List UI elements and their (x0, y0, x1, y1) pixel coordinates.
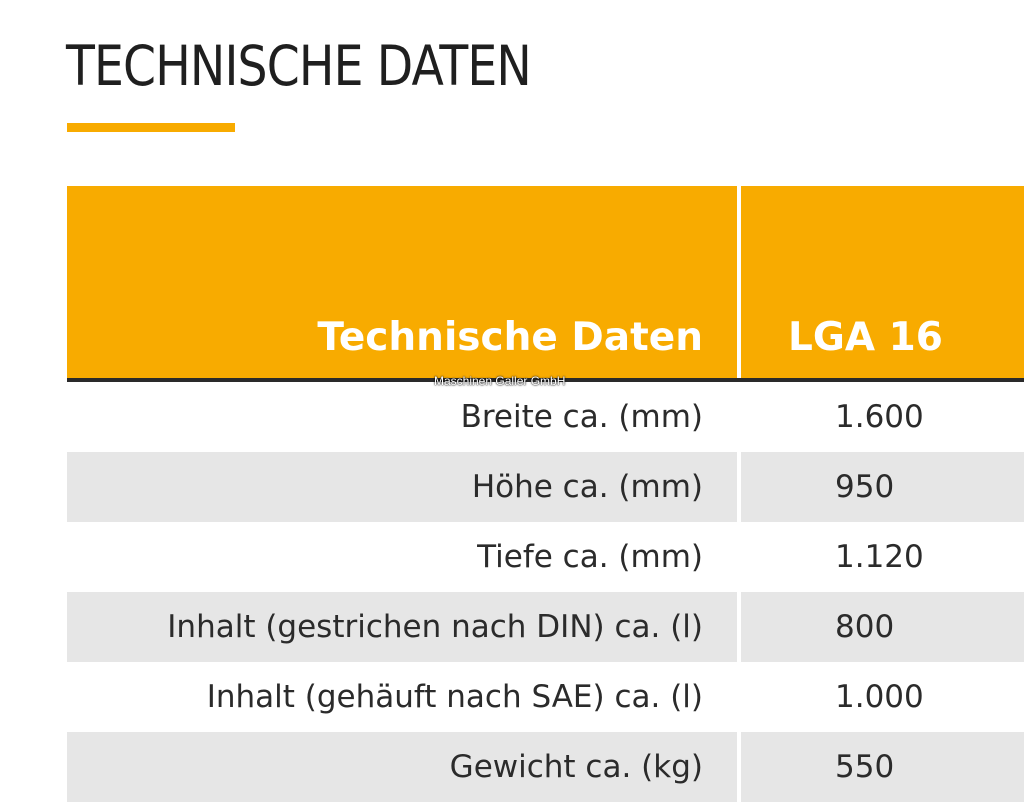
spec-value: 800 (741, 592, 1024, 662)
header-model: LGA 16 (741, 186, 1024, 378)
spec-label: Höhe ca. (mm) (67, 452, 737, 522)
spec-label: Gewicht ca. (kg) (67, 732, 737, 802)
spec-value: 1.600 (835, 399, 924, 435)
page-title: TECHNISCHE DATEN (66, 34, 532, 98)
spec-value: 550 (741, 732, 1024, 802)
spec-label: Breite ca. (mm) (460, 399, 703, 435)
spec-value: 1.000 (835, 679, 924, 715)
table-row: Inhalt (gehäuft nach SAE) ca. (l) 1.000 (67, 662, 1024, 732)
table-row: Inhalt (gestrichen nach DIN) ca. (l) 800 (67, 592, 1024, 662)
spec-value: 950 (741, 452, 1024, 522)
spec-label: Inhalt (gestrichen nach DIN) ca. (l) (67, 592, 737, 662)
spec-label: Inhalt (gehäuft nach SAE) ca. (l) (206, 679, 703, 715)
spec-table: Technische Daten LGA 16 Breite ca. (mm) … (67, 186, 1024, 802)
table-header-row: Technische Daten LGA 16 (67, 186, 1024, 382)
header-label: Technische Daten (67, 186, 737, 378)
spec-label: Tiefe ca. (mm) (477, 539, 703, 575)
table-row: Tiefe ca. (mm) 1.120 (67, 522, 1024, 592)
table-row: Gewicht ca. (kg) 550 (67, 732, 1024, 802)
watermark: Maschinen Galler GmbH (434, 374, 566, 388)
table-row: Höhe ca. (mm) 950 (67, 452, 1024, 522)
table-row: Breite ca. (mm) 1.600 (67, 382, 1024, 452)
title-underline (67, 123, 235, 132)
spec-value: 1.120 (835, 539, 924, 575)
